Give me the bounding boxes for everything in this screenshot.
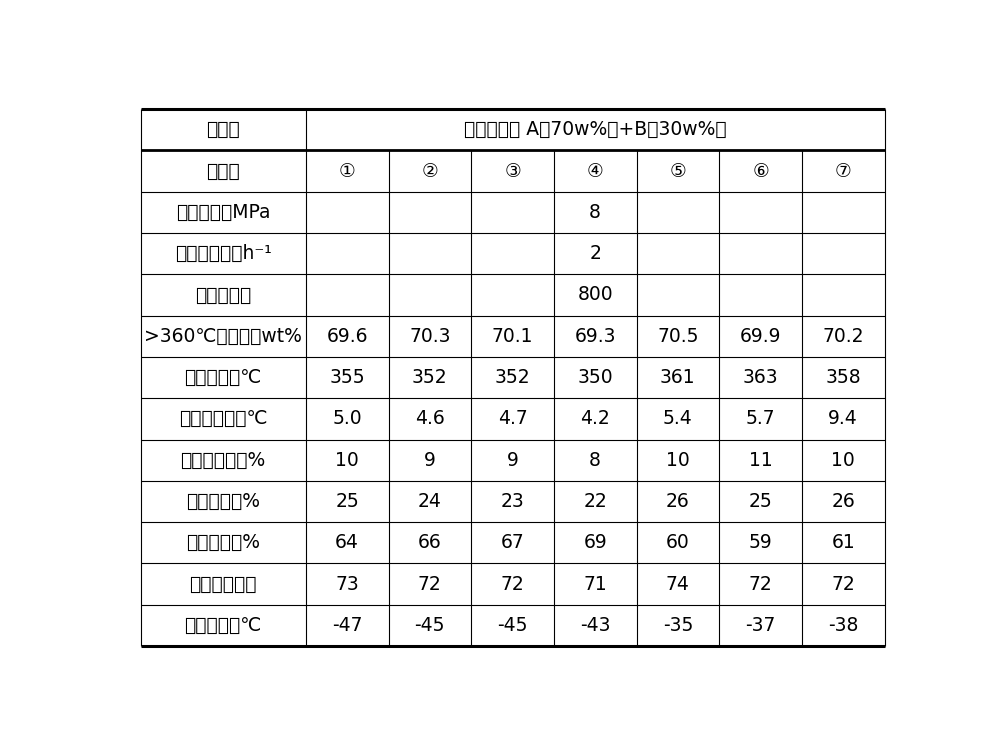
- Text: 9: 9: [424, 450, 436, 470]
- Text: 355: 355: [329, 368, 365, 387]
- Text: >360℃转化率，wt%: >360℃转化率，wt%: [144, 326, 302, 346]
- Text: 23: 23: [501, 492, 524, 511]
- Text: 费托合成油 A（70w%）+B（30w%）: 费托合成油 A（70w%）+B（30w%）: [464, 120, 726, 139]
- Text: 4.6: 4.6: [415, 410, 445, 428]
- Text: 5.0: 5.0: [332, 410, 362, 428]
- Text: -45: -45: [415, 616, 445, 635]
- Text: 25: 25: [749, 492, 772, 511]
- Text: 361: 361: [660, 368, 696, 387]
- Text: 原料油: 原料油: [206, 120, 240, 139]
- Text: 4.7: 4.7: [498, 410, 527, 428]
- Text: 72: 72: [749, 574, 772, 594]
- Text: 66: 66: [418, 533, 442, 552]
- Text: -43: -43: [580, 616, 610, 635]
- Text: 2: 2: [589, 244, 601, 263]
- Text: -38: -38: [828, 616, 858, 635]
- Text: 反应温度，℃: 反应温度，℃: [185, 368, 262, 387]
- Text: 73: 73: [335, 574, 359, 594]
- Text: 8: 8: [589, 450, 601, 470]
- Text: 72: 72: [418, 574, 442, 594]
- Text: 11: 11: [749, 450, 772, 470]
- Text: 8: 8: [589, 203, 601, 222]
- Text: ③: ③: [504, 162, 521, 180]
- Text: 催化剂: 催化剂: [206, 162, 240, 180]
- Text: 柴油凝点，℃: 柴油凝点，℃: [185, 616, 262, 635]
- Text: 61: 61: [831, 533, 855, 552]
- Text: 柴油十六烷值: 柴油十六烷值: [189, 574, 257, 594]
- Text: ①: ①: [339, 162, 356, 180]
- Text: 70.5: 70.5: [657, 326, 699, 346]
- Text: 59: 59: [749, 533, 772, 552]
- Text: 70.2: 70.2: [822, 326, 864, 346]
- Text: ⑤: ⑤: [669, 162, 686, 180]
- Text: 72: 72: [501, 574, 524, 594]
- Text: 60: 60: [666, 533, 690, 552]
- Text: -37: -37: [745, 616, 776, 635]
- Text: 9.4: 9.4: [828, 410, 858, 428]
- Text: 26: 26: [666, 492, 690, 511]
- Text: ②: ②: [421, 162, 438, 180]
- Text: 352: 352: [412, 368, 448, 387]
- Text: 10: 10: [335, 450, 359, 470]
- Text: 9: 9: [507, 450, 518, 470]
- Text: 总体积空速，h⁻¹: 总体积空速，h⁻¹: [175, 244, 272, 263]
- Text: 石脑油收率，%: 石脑油收率，%: [181, 450, 266, 470]
- Text: 22: 22: [583, 492, 607, 511]
- Text: 10: 10: [831, 450, 855, 470]
- Text: ④: ④: [587, 162, 604, 180]
- Text: 74: 74: [666, 574, 690, 594]
- Text: 69.3: 69.3: [574, 326, 616, 346]
- Text: -47: -47: [332, 616, 362, 635]
- Text: 72: 72: [831, 574, 855, 594]
- Text: 反应器温升，℃: 反应器温升，℃: [179, 410, 267, 428]
- Text: 10: 10: [666, 450, 690, 470]
- Text: 柴油收率，%: 柴油收率，%: [186, 533, 260, 552]
- Text: 26: 26: [831, 492, 855, 511]
- Text: 24: 24: [418, 492, 442, 511]
- Text: 67: 67: [501, 533, 524, 552]
- Text: 64: 64: [335, 533, 359, 552]
- Text: 350: 350: [577, 368, 613, 387]
- Text: 69: 69: [583, 533, 607, 552]
- Text: 70.1: 70.1: [492, 326, 533, 346]
- Text: ⑦: ⑦: [835, 162, 852, 180]
- Text: -35: -35: [663, 616, 693, 635]
- Text: 氢油体积比: 氢油体积比: [195, 286, 251, 304]
- Text: 69.9: 69.9: [740, 326, 781, 346]
- Text: -45: -45: [497, 616, 528, 635]
- Text: ⑥: ⑥: [752, 162, 769, 180]
- Text: 4.2: 4.2: [580, 410, 610, 428]
- Text: 70.3: 70.3: [409, 326, 451, 346]
- Text: 25: 25: [335, 492, 359, 511]
- Text: 363: 363: [743, 368, 778, 387]
- Text: 69.6: 69.6: [326, 326, 368, 346]
- Text: 800: 800: [577, 286, 613, 304]
- Text: 5.4: 5.4: [663, 410, 693, 428]
- Text: 反应压力，MPa: 反应压力，MPa: [176, 203, 270, 222]
- Text: 358: 358: [825, 368, 861, 387]
- Text: 352: 352: [495, 368, 530, 387]
- Text: 5.7: 5.7: [746, 410, 775, 428]
- Text: 航煤收率，%: 航煤收率，%: [186, 492, 260, 511]
- Text: 71: 71: [583, 574, 607, 594]
